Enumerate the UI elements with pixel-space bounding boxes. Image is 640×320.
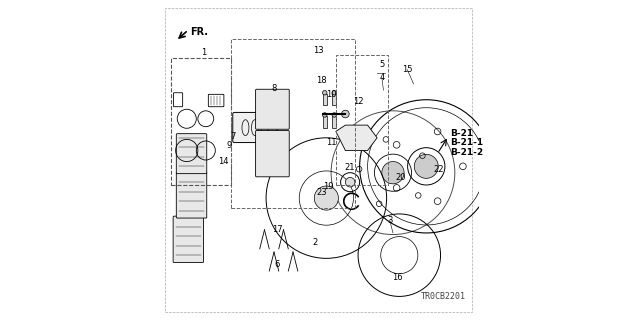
FancyBboxPatch shape	[255, 131, 289, 177]
Text: 1: 1	[202, 48, 207, 57]
Text: 21: 21	[345, 164, 355, 172]
Text: 18: 18	[316, 76, 327, 85]
Text: 20: 20	[396, 173, 406, 182]
Circle shape	[314, 186, 339, 210]
Circle shape	[332, 113, 337, 117]
Text: 2: 2	[312, 238, 318, 247]
Text: 10: 10	[326, 91, 337, 100]
Text: 13: 13	[313, 46, 324, 55]
Circle shape	[346, 178, 355, 187]
Text: 12: 12	[353, 97, 364, 106]
FancyBboxPatch shape	[233, 112, 277, 142]
Text: 6: 6	[275, 260, 280, 269]
Text: 19: 19	[323, 182, 333, 191]
Text: TR0CB2201: TR0CB2201	[421, 292, 466, 301]
Polygon shape	[336, 125, 377, 150]
Circle shape	[332, 91, 337, 95]
Text: B-21-2: B-21-2	[450, 148, 483, 156]
Text: 8: 8	[271, 84, 276, 93]
Text: 3: 3	[387, 216, 392, 225]
Text: 16: 16	[392, 273, 403, 282]
Text: B-21-1: B-21-1	[450, 138, 483, 147]
Circle shape	[414, 154, 438, 178]
FancyBboxPatch shape	[173, 216, 204, 262]
Text: 9: 9	[227, 141, 232, 150]
Text: B-21: B-21	[450, 129, 473, 138]
Circle shape	[323, 91, 327, 95]
Bar	[332, 116, 336, 128]
Circle shape	[342, 110, 349, 118]
Text: FR.: FR.	[190, 27, 208, 36]
Bar	[332, 94, 336, 105]
Text: 7: 7	[230, 132, 236, 141]
Text: 5: 5	[380, 60, 385, 69]
Text: 22: 22	[434, 165, 444, 174]
Text: 14: 14	[218, 157, 228, 166]
FancyBboxPatch shape	[255, 89, 289, 129]
Text: 17: 17	[272, 225, 282, 234]
FancyBboxPatch shape	[176, 172, 207, 218]
Bar	[323, 94, 326, 105]
Circle shape	[382, 162, 404, 184]
Text: 11: 11	[326, 138, 337, 147]
Circle shape	[323, 113, 327, 117]
Text: 15: 15	[402, 65, 413, 74]
Text: 23: 23	[316, 188, 327, 197]
FancyBboxPatch shape	[176, 134, 207, 174]
Bar	[323, 116, 326, 128]
Text: 4: 4	[380, 73, 385, 82]
